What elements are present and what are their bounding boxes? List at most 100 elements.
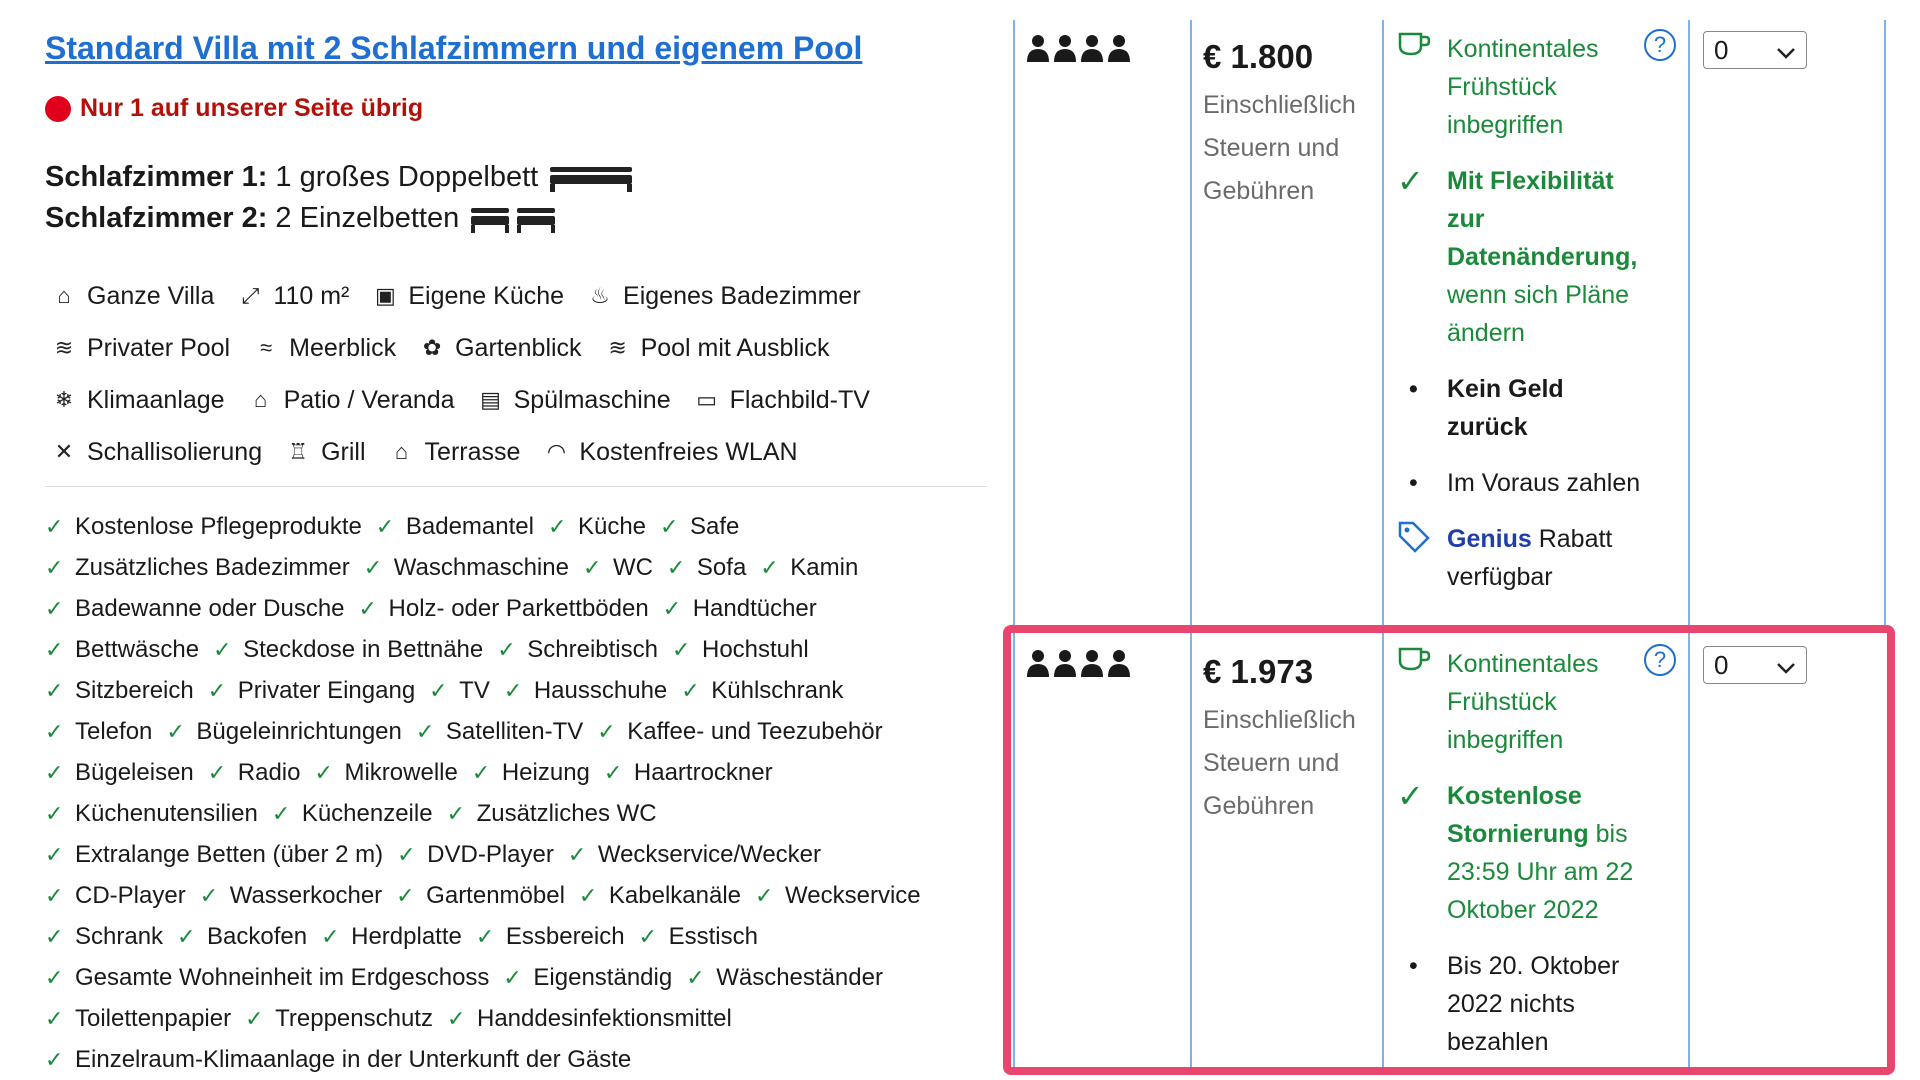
amenity-item: ✓ Esstisch (639, 923, 758, 951)
check-icon: ✓ (45, 718, 64, 744)
room-quantity-select[interactable]: 0 (1703, 31, 1807, 69)
amenity-item: ✓ Zusätzliches WC (447, 800, 657, 828)
amenity-item: ✓ WC (583, 554, 653, 582)
prepay-info: • Im Voraus zahlen (1397, 464, 1647, 502)
check-icon: ✓ (681, 677, 700, 703)
facility-row: ✕ Schallisolierung ♖ Grill ⌂ Terrasse ◠ Kostenf… (50, 426, 990, 478)
divider (45, 486, 987, 487)
amenity-item: ✓ Bügeleisen (45, 759, 194, 787)
chevron-down-icon (1776, 35, 1796, 66)
amenity-label: Waschmaschine (393, 553, 569, 581)
amenity-label: Schreibtisch (527, 635, 658, 663)
amenity-label: Toilettenpapier (75, 1004, 232, 1032)
bed-configuration: Schlafzimmer 1: 1 großes Doppelbett Schl… (45, 157, 634, 239)
amenity-label: Wasserkocher (229, 881, 383, 909)
red-dot-icon (45, 95, 71, 122)
genius-brand[interactable]: Genius (1447, 525, 1532, 553)
amenity-label: Kaffee- und Teezubehör (627, 717, 883, 745)
amenity-label: Zusätzliches Badezimmer (75, 553, 350, 581)
facility-item: ⌂ Patio / Veranda (247, 386, 455, 415)
amenity-label: CD-Player (75, 881, 186, 909)
info-icon[interactable]: ? (1644, 29, 1676, 61)
facility-label: Gartenblick (455, 333, 582, 362)
check-icon: ✓ (397, 841, 416, 867)
room-quantity-select[interactable]: 0 (1703, 646, 1807, 684)
amenity-item: ✓ Küchenutensilien (45, 800, 258, 828)
pay-later-text: Bis 20. Oktober 2022 nichts bezahlen (1447, 952, 1620, 1056)
genius-discount: Genius Rabatt verfügbar (1397, 520, 1647, 596)
check-icon: ✓ (547, 513, 567, 539)
check-icon: ✓ (166, 718, 185, 744)
person-icon (1108, 35, 1130, 62)
amenity-label: Kühlschrank (711, 676, 844, 704)
amenity-item: ✓ Extralange Betten (über 2 m) (45, 841, 383, 869)
amenity-row: ✓ Extralange Betten (über 2 m) ✓ DVD-Player… (45, 834, 1005, 875)
amenity-label: Holz- oder Parkettböden (388, 594, 649, 622)
facility-label: Privater Pool (87, 333, 231, 362)
facility-item: ≋ Privater Pool (50, 334, 230, 363)
check-icon: ✓ (497, 636, 516, 662)
amenity-label: Steckdose in Bettnähe (243, 635, 484, 663)
amenity-row: ✓ Kostenlose Pflegeprodukte ✓ Bademantel ✓ Kü… (45, 506, 1005, 547)
amenity-label: Bettwäsche (75, 635, 200, 663)
amenity-item: ✓ Küchenzeile (272, 800, 433, 828)
amenity-item: ✓ Handdesinfektionsmittel (447, 1005, 732, 1033)
check-icon: ✓ (375, 513, 395, 539)
room-title-link[interactable]: Standard Villa mit 2 Schlafzimmern und e… (45, 30, 863, 66)
amenity-label: Küche (577, 512, 647, 540)
facility-label: Terrasse (424, 437, 521, 466)
amenity-row: ✓ Zusätzliches Badezimmer ✓ Waschmaschine ✓ W… (45, 547, 1005, 588)
info-icon[interactable]: ? (1644, 644, 1676, 676)
check-icon: ✓ (446, 1005, 466, 1031)
amenity-row: ✓ Badewanne oder Dusche ✓ Holz- oder Parket… (45, 588, 1005, 629)
person-icon (1081, 650, 1103, 677)
cup-icon (1397, 30, 1437, 69)
no-refund-text: Kein Geld zurück (1447, 375, 1564, 441)
check-icon: ✓ (760, 554, 779, 580)
check-icon: ✓ (603, 759, 623, 785)
guest-capacity-icons (1026, 649, 1134, 677)
amenity-item: ✓ Küche (548, 513, 646, 541)
check-icon: ✓ (638, 923, 658, 949)
person-icon (1108, 650, 1130, 677)
amenity-label: Einzelraum-Klimaanlage in der Unterkunft… (75, 1045, 632, 1073)
check-icon: ✓ (578, 882, 598, 908)
amenity-label: Küchenzeile (301, 799, 433, 827)
cup-icon (1397, 645, 1437, 684)
bullet-icon: • (1409, 952, 1418, 980)
check-icon: ✓ (45, 923, 64, 949)
check-icon: ✓ (597, 718, 616, 744)
check-icon: ✓ (45, 841, 64, 867)
facility-label: Patio / Veranda (283, 385, 455, 414)
amenity-row: ✓ Bettwäsche ✓ Steckdose in Bettnähe ✓ Schrei… (45, 629, 1005, 670)
amenity-label: Handtücher (692, 594, 817, 622)
breakfast-info: Kontinentales Frühstück inbegriffen (1397, 645, 1647, 759)
flexibility-info: ✓ Mit Flexibilität zur Datenänderung, we… (1397, 162, 1647, 352)
amenity-item: ✓ DVD-Player (397, 841, 554, 869)
snowflake-icon: ❄ (54, 387, 74, 412)
amenity-row: ✓ Küchenutensilien ✓ Küchenzeile ✓ Zusätzlich… (45, 793, 1005, 834)
tv-icon: ▭ (696, 387, 717, 412)
amenity-item: ✓ TV (429, 677, 490, 705)
person-icon (1081, 35, 1103, 62)
price: € 1.973 (1203, 653, 1314, 690)
amenity-label: Bügeleinrichtungen (196, 717, 402, 745)
column-divider (1190, 20, 1192, 1075)
amenity-row: ✓ Sitzbereich ✓ Privater Eingang ✓ TV ✓ Haussch… (45, 670, 1005, 711)
check-icon: ✓ (429, 677, 448, 703)
column-divider (1884, 20, 1886, 625)
amenity-item: ✓ Weckservice (755, 882, 921, 910)
check-icon: ✓ (1397, 163, 1424, 199)
facility-item: ≈ Meerblick (252, 334, 396, 363)
check-icon: ✓ (666, 554, 686, 580)
facility-item: ▭ Flachbild-TV (693, 386, 870, 415)
check-icon: ✓ (45, 882, 64, 908)
pool-view-icon: ≋ (608, 335, 627, 360)
soundproof-icon: ✕ (54, 439, 74, 464)
amenity-item: ✓ Wasserkocher (200, 882, 382, 910)
check-icon: ✓ (660, 513, 679, 539)
amenity-label: Herdplatte (351, 922, 462, 950)
check-icon: ✓ (245, 1005, 264, 1031)
prepay-text: Im Voraus zahlen (1447, 469, 1641, 497)
facility-label: Grill (321, 437, 366, 466)
